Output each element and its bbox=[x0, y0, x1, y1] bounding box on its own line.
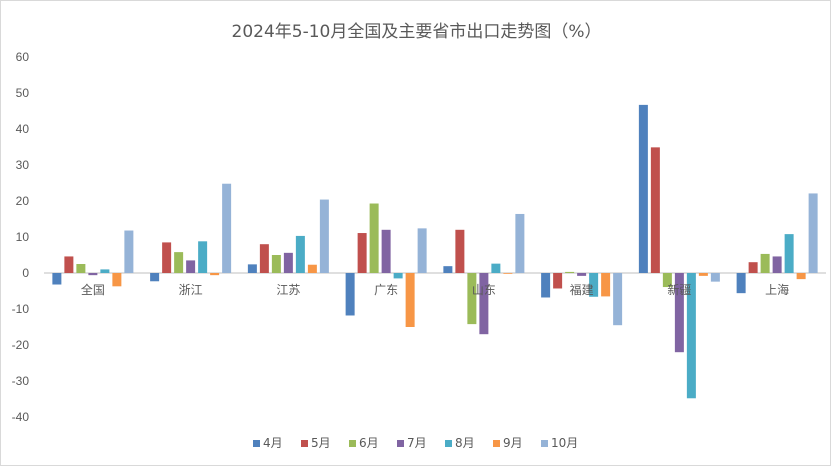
bar bbox=[455, 229, 465, 273]
bar bbox=[736, 273, 746, 294]
bar bbox=[259, 244, 269, 273]
y-tick-label: -40 bbox=[12, 410, 30, 424]
chart-title: 2024年5-10月全国及主要省市出口走势图（%） bbox=[231, 22, 602, 42]
bar bbox=[307, 264, 317, 273]
legend-label: 8月 bbox=[455, 436, 475, 450]
bar bbox=[369, 203, 379, 273]
bar bbox=[283, 252, 293, 273]
bar bbox=[808, 193, 818, 273]
bar bbox=[150, 273, 160, 282]
legend-label: 6月 bbox=[359, 436, 379, 450]
bar bbox=[295, 235, 305, 273]
bar bbox=[710, 273, 720, 282]
bar bbox=[748, 262, 758, 273]
bar bbox=[417, 228, 427, 273]
bar bbox=[601, 273, 611, 297]
bar bbox=[198, 241, 208, 273]
legend-swatch bbox=[445, 440, 452, 447]
bar bbox=[124, 230, 134, 273]
y-tick-label: 0 bbox=[22, 266, 29, 280]
legend-swatch bbox=[493, 440, 500, 447]
bar bbox=[541, 273, 551, 298]
bar bbox=[515, 213, 525, 273]
x-category-label: 山东 bbox=[472, 283, 496, 297]
bar bbox=[247, 264, 257, 273]
x-category-label: 浙江 bbox=[179, 283, 203, 297]
x-category-label: 福建 bbox=[570, 282, 594, 297]
bar bbox=[357, 233, 367, 273]
bar bbox=[76, 264, 86, 273]
x-category-label: 上海 bbox=[765, 282, 789, 297]
bar bbox=[112, 273, 122, 287]
y-tick-label: -10 bbox=[12, 302, 30, 316]
bar bbox=[553, 273, 563, 289]
bar bbox=[174, 252, 184, 273]
bar bbox=[345, 273, 355, 316]
bar bbox=[479, 273, 489, 335]
legend-swatch bbox=[541, 440, 548, 447]
legend-swatch bbox=[253, 440, 260, 447]
bar bbox=[271, 255, 281, 273]
bar bbox=[662, 273, 672, 288]
legend-swatch bbox=[397, 440, 404, 447]
bar bbox=[589, 273, 599, 297]
legend-label: 10月 bbox=[551, 436, 578, 450]
bar bbox=[100, 269, 110, 273]
bar bbox=[222, 183, 232, 273]
y-tick-label: -20 bbox=[12, 338, 30, 352]
bar bbox=[674, 273, 684, 353]
bar bbox=[186, 260, 196, 273]
bar bbox=[577, 273, 587, 276]
y-tick-label: 20 bbox=[16, 194, 30, 208]
bar bbox=[650, 147, 660, 273]
y-tick-label: 50 bbox=[16, 86, 30, 100]
bar bbox=[162, 242, 172, 273]
y-tick-label: 30 bbox=[16, 158, 30, 172]
bar bbox=[760, 253, 770, 273]
bar bbox=[796, 273, 806, 280]
legend-label: 9月 bbox=[503, 436, 523, 450]
bar bbox=[443, 266, 453, 273]
bar bbox=[491, 263, 501, 273]
bar bbox=[772, 256, 782, 273]
y-tick-label: -30 bbox=[12, 374, 30, 388]
bar bbox=[613, 273, 623, 326]
x-category-label: 新疆 bbox=[667, 282, 691, 297]
y-tick-label: 60 bbox=[16, 50, 30, 64]
bar bbox=[393, 273, 403, 279]
bar bbox=[405, 273, 415, 327]
bar bbox=[381, 229, 391, 273]
bar bbox=[784, 234, 794, 273]
bar bbox=[319, 199, 329, 273]
legend-swatch bbox=[349, 440, 356, 447]
bar bbox=[88, 273, 98, 276]
legend-swatch bbox=[301, 440, 308, 447]
y-tick-label: 40 bbox=[16, 122, 30, 136]
x-category-label: 江苏 bbox=[276, 283, 300, 297]
y-tick-label: 10 bbox=[16, 230, 30, 244]
bar bbox=[503, 273, 513, 274]
legend-label: 7月 bbox=[407, 436, 427, 450]
x-category-label: 广东 bbox=[374, 283, 398, 297]
bar bbox=[686, 273, 696, 399]
legend-label: 4月 bbox=[263, 436, 283, 450]
bar bbox=[64, 256, 74, 273]
bar bbox=[52, 273, 62, 285]
bar bbox=[210, 273, 220, 276]
x-category-label: 全国 bbox=[81, 282, 105, 297]
bar bbox=[565, 271, 575, 273]
bar bbox=[467, 273, 477, 325]
legend-label: 5月 bbox=[311, 436, 331, 450]
bar bbox=[638, 104, 648, 273]
bar bbox=[698, 273, 708, 276]
